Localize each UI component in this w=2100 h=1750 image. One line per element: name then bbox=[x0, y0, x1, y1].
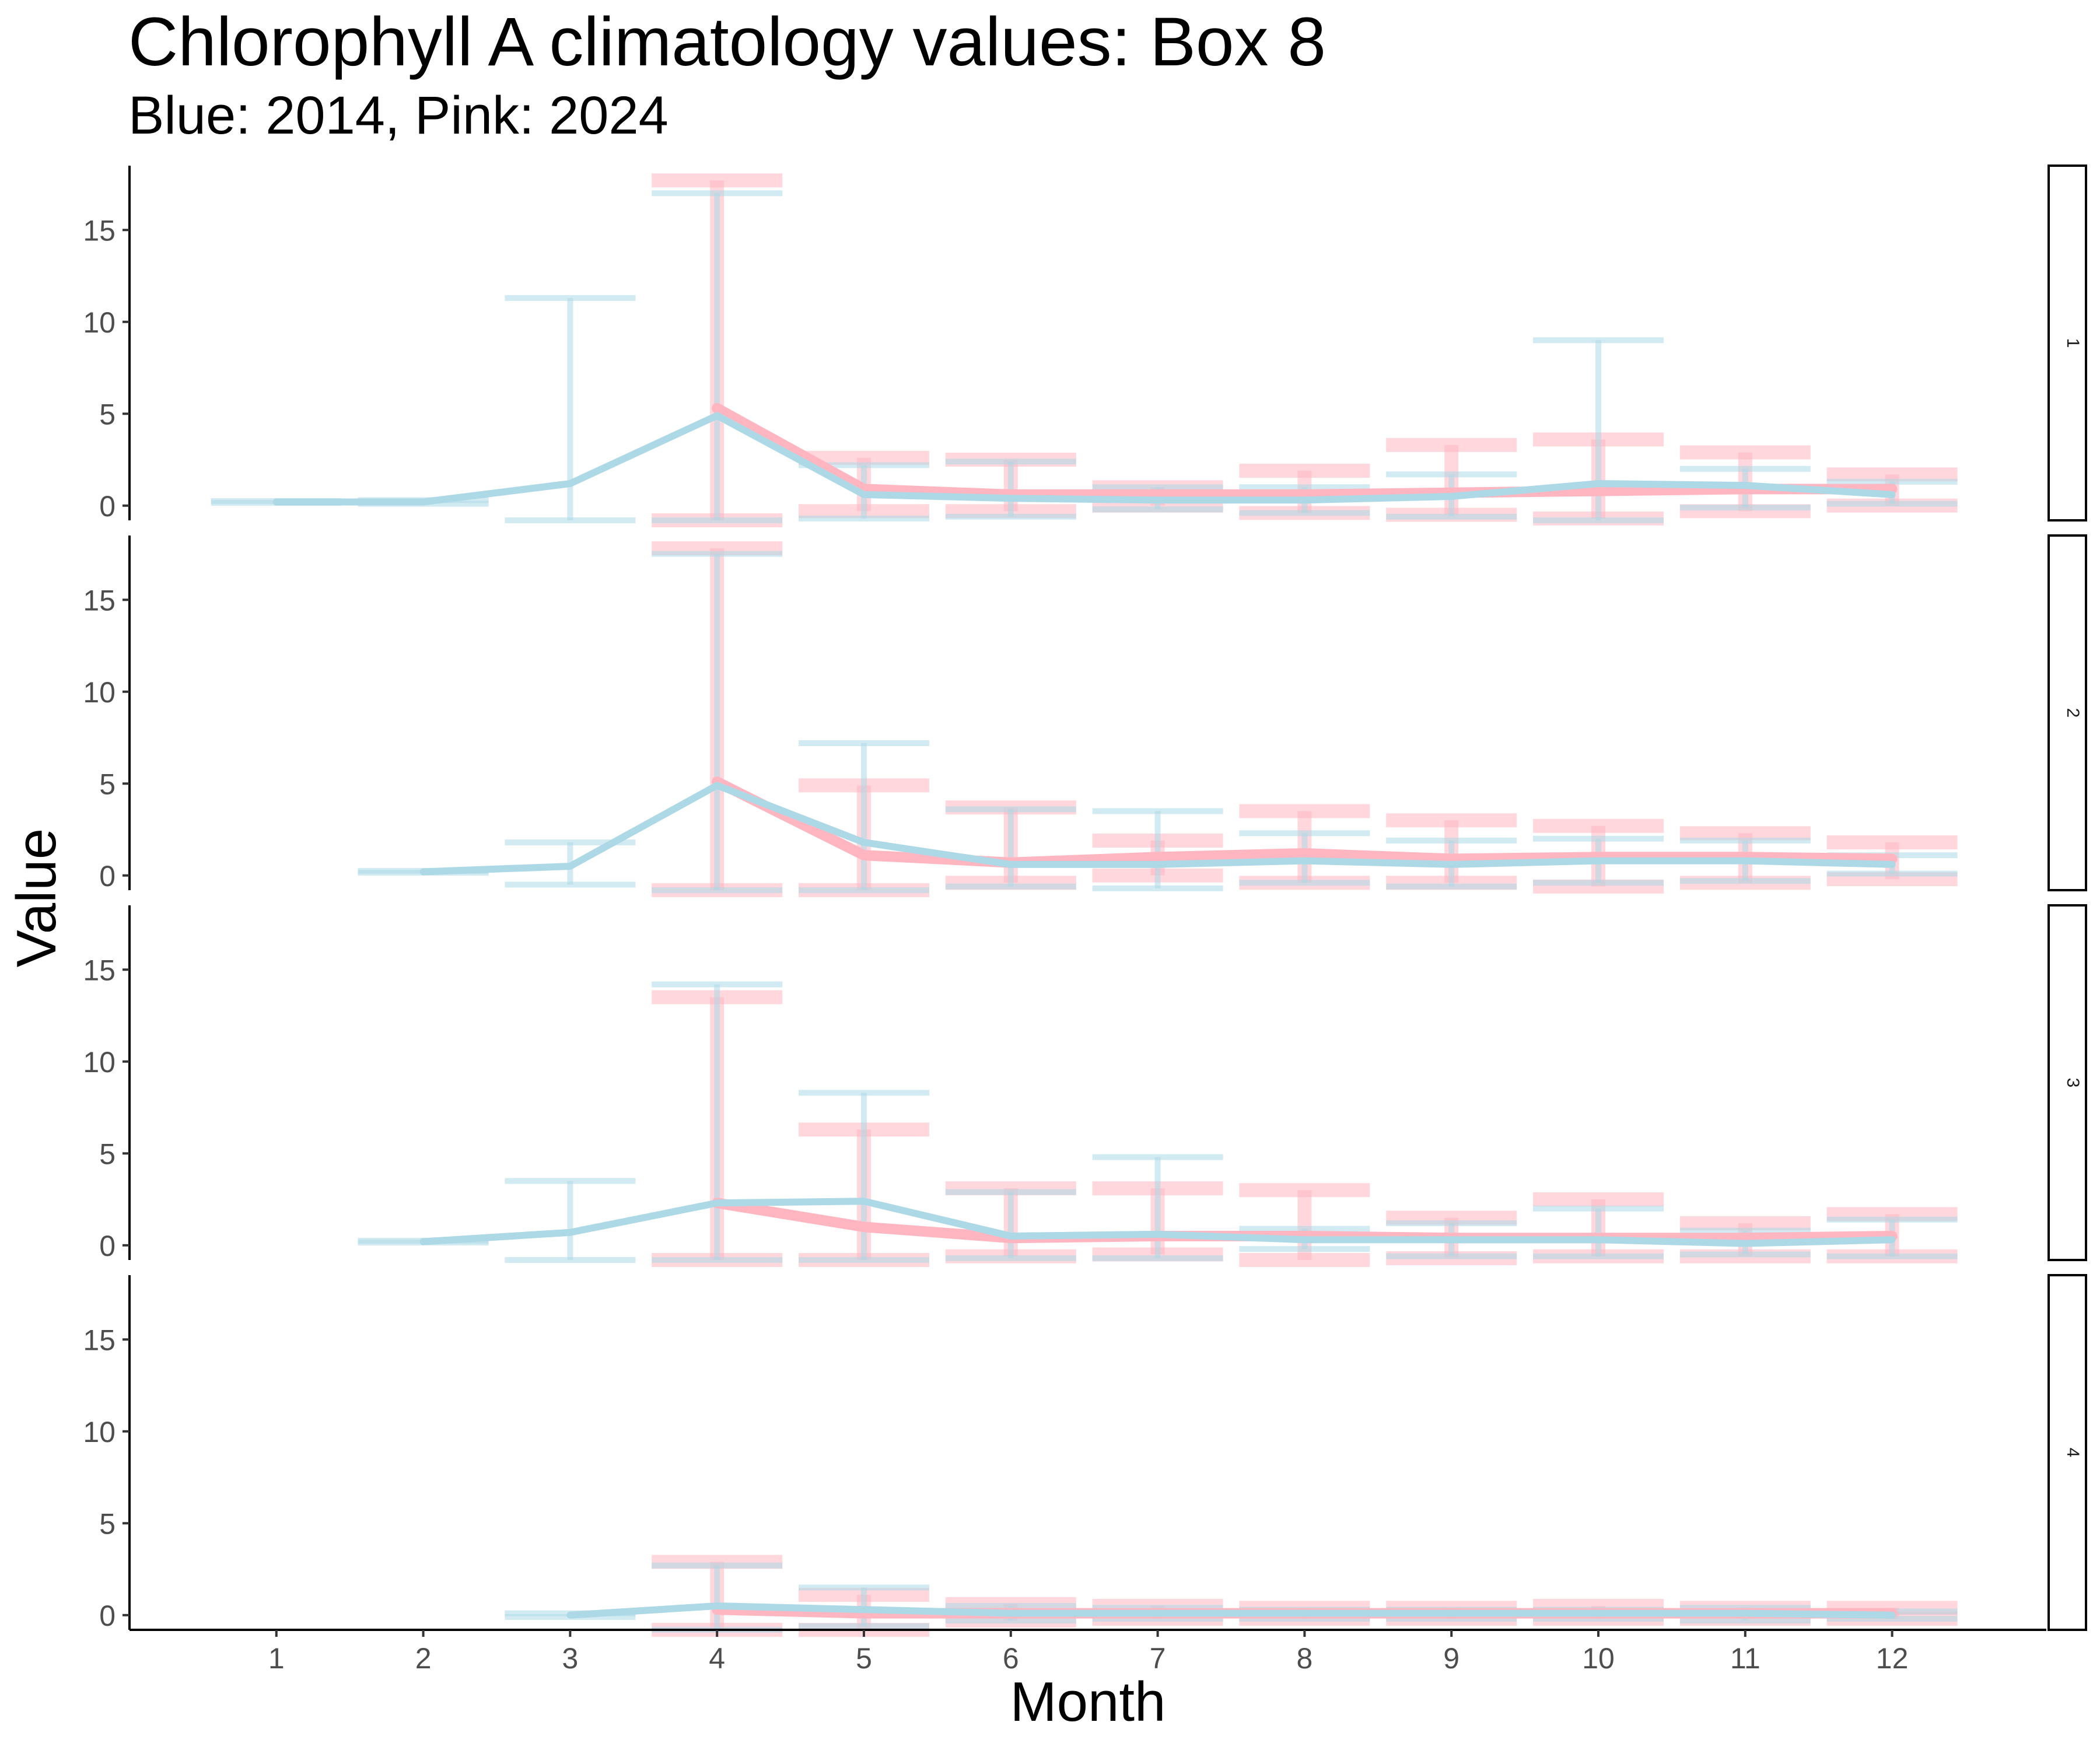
y-tick-label: 15 bbox=[83, 214, 116, 247]
y-tick-label: 10 bbox=[83, 1416, 116, 1448]
x-tick-label: 2 bbox=[415, 1642, 432, 1675]
x-axis-title: Month bbox=[1010, 1671, 1166, 1733]
y-tick-label: 15 bbox=[83, 1324, 116, 1356]
series-line-2014 bbox=[419, 782, 1896, 876]
y-tick-label: 5 bbox=[99, 1507, 116, 1540]
x-tick-label: 11 bbox=[1730, 1642, 1760, 1675]
x-tick-label: 10 bbox=[1582, 1642, 1615, 1675]
chart-title: Chlorophyll A climatology values: Box 8 bbox=[128, 4, 1326, 80]
series-line-2024 bbox=[712, 1198, 1898, 1244]
y-tick-label: 5 bbox=[99, 1138, 116, 1170]
series-line-2014 bbox=[566, 1602, 1896, 1619]
x-tick-label: 3 bbox=[562, 1642, 578, 1675]
x-tick-label: 1 bbox=[268, 1642, 285, 1675]
facet-strip-label: 1 bbox=[2063, 338, 2082, 348]
series-line-2024 bbox=[712, 776, 1898, 868]
y-tick-label: 15 bbox=[83, 584, 116, 617]
facet-strip bbox=[2048, 1274, 2087, 1631]
y-axis-title: Value bbox=[5, 828, 68, 967]
y-tick-label: 0 bbox=[99, 860, 116, 892]
series-line-2014 bbox=[419, 1198, 1896, 1247]
y-tick-label: 5 bbox=[99, 768, 116, 800]
series-line-2014 bbox=[272, 412, 1896, 506]
y-tick-label: 0 bbox=[99, 490, 116, 523]
facet-strip-label: 3 bbox=[2063, 1078, 2082, 1088]
chart-subtitle: Blue: 2014, Pink: 2024 bbox=[128, 86, 668, 145]
y-tick-label: 0 bbox=[99, 1600, 116, 1632]
x-tick-label: 5 bbox=[856, 1642, 872, 1675]
y-tick-label: 5 bbox=[99, 398, 116, 430]
x-tick-label: 12 bbox=[1876, 1642, 1909, 1675]
facet-strip-label: 4 bbox=[2063, 1448, 2082, 1458]
facet-strip bbox=[2048, 164, 2087, 522]
facet-strip bbox=[2048, 534, 2087, 891]
series-line-2024 bbox=[712, 402, 1898, 500]
x-tick-label: 4 bbox=[709, 1642, 725, 1675]
x-tick-label: 8 bbox=[1297, 1642, 1313, 1675]
facet-strip bbox=[2048, 904, 2087, 1261]
x-tick-label: 6 bbox=[1003, 1642, 1019, 1675]
y-tick-label: 10 bbox=[83, 306, 116, 339]
y-tick-label: 10 bbox=[83, 1046, 116, 1079]
y-tick-label: 10 bbox=[83, 676, 116, 709]
y-tick-label: 15 bbox=[83, 954, 116, 986]
facet-strip-label: 2 bbox=[2063, 708, 2082, 718]
x-tick-label: 7 bbox=[1150, 1642, 1166, 1675]
x-tick-label: 9 bbox=[1443, 1642, 1460, 1675]
y-tick-label: 0 bbox=[99, 1230, 116, 1262]
